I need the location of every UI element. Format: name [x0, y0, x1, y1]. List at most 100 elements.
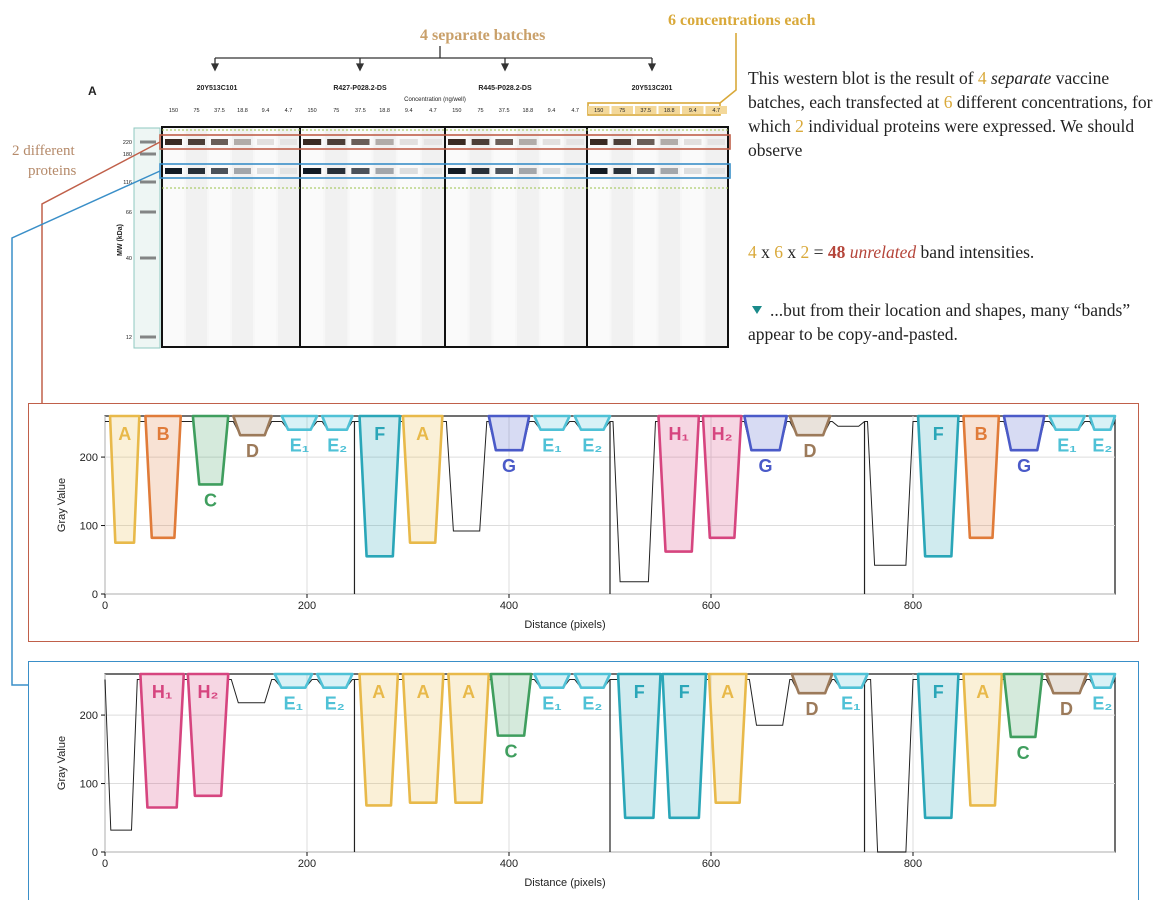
mw-markers: 220 180 116 66 40 12 [123, 140, 156, 341]
band-label: A [417, 682, 430, 702]
y-tick-label: 100 [80, 521, 98, 533]
concentration-label: 75 [193, 108, 199, 114]
band-mark [616, 672, 662, 820]
blot-band [423, 168, 442, 174]
band-label: A [721, 682, 734, 702]
x-tick-label: 400 [500, 858, 518, 870]
blot-band [519, 168, 537, 174]
x-axis-label: Distance (pixels) [524, 877, 605, 889]
x-tick-label: 400 [500, 600, 518, 612]
band-label: E₁ [542, 694, 561, 714]
band-mark [489, 672, 533, 737]
blot-lanes [163, 128, 727, 346]
concentration-highlight [611, 106, 633, 114]
concentration-highlight [705, 106, 727, 114]
blot-band [399, 139, 418, 145]
y-tick-label: 0 [92, 847, 98, 859]
upper-chart-panel: A B C D E₁ E₂ F A G E₁ E₂ H₁ H₂ G D F B G E₁ E₂ 0 200 400 600 80… [28, 403, 1139, 642]
band-label: B [975, 424, 988, 444]
band-label: E₂ [1092, 694, 1112, 714]
concentration-label: 37.5 [499, 108, 510, 114]
concentration-label: 37.5 [214, 108, 225, 114]
band-mark [962, 672, 1004, 807]
concentration-highlight [682, 106, 704, 114]
blot-band [234, 139, 251, 145]
panel-letter: A [88, 84, 97, 98]
blot-band [566, 139, 584, 145]
blot-band [448, 139, 466, 145]
band-mark [191, 414, 230, 486]
blot-lane [232, 128, 253, 346]
band-label: D [1060, 699, 1073, 719]
band-label: F [679, 682, 690, 702]
concentration-label: 9.4 [689, 108, 697, 114]
upper-profile-chart: A B C D E₁ E₂ F A G E₁ E₂ H₁ H₂ G D F B G E₁ E₂ 0 200 400 600 80… [56, 414, 1117, 631]
blot-band [375, 139, 394, 145]
mw-marker-label: 220 [123, 140, 132, 146]
lane-group-label: 20Y513C101 [197, 85, 238, 92]
band-mark [707, 672, 748, 805]
blot-band [542, 168, 561, 174]
blot-band [188, 168, 205, 174]
red-connector [41, 141, 161, 403]
concentration-highlight [658, 106, 680, 114]
band-mark [108, 414, 141, 544]
blot-band [707, 168, 725, 174]
blot-band [613, 168, 631, 174]
band-mark [1088, 672, 1117, 689]
x-axis-label: Distance (pixels) [524, 619, 605, 631]
x-tick-label: 800 [904, 600, 922, 612]
blot-lane [278, 128, 299, 346]
band-label: F [374, 424, 385, 444]
concentration-highlight [635, 106, 657, 114]
blot-lane [540, 128, 563, 346]
narrative-equation: 4 x 6 x 2 = 48 unrelated band intensitie… [748, 242, 1035, 262]
concentration-label: 9.4 [405, 108, 413, 114]
band-mark [401, 414, 444, 544]
mw-marker-band [140, 140, 156, 144]
band-label: E₂ [1092, 436, 1112, 456]
blot-band [211, 168, 228, 174]
y-axis-label: Gray Value [56, 478, 68, 532]
concentration-labels: 150 75 37.5 18.8 9.4 4.7 150 75 37.5 18.8 9.4 4.7 15… [169, 106, 727, 114]
band-label: D [246, 441, 259, 461]
band-mark [657, 414, 701, 553]
y-axis-label: Gray Value [56, 736, 68, 790]
band-label: A [976, 682, 989, 702]
blot-band [613, 139, 631, 145]
mw-axis-label: MW (kDa) [117, 224, 124, 256]
band-label: H₁ [668, 424, 688, 444]
blot-lane [635, 128, 657, 346]
band-label: E₂ [582, 436, 602, 456]
blot-band [327, 168, 346, 174]
blot-lane [564, 128, 586, 346]
band-label: E₁ [841, 694, 860, 714]
x-tick-label: 200 [298, 600, 316, 612]
band-mark [447, 672, 491, 805]
y-tick-label: 100 [80, 779, 98, 791]
blot-band [590, 139, 608, 145]
blot-band [495, 139, 513, 145]
band-mark [701, 414, 743, 540]
x-tick-label: 800 [904, 858, 922, 870]
blot-band [448, 168, 466, 174]
mw-marker-label: 180 [123, 152, 132, 158]
mw-marker-label: 12 [126, 335, 132, 341]
blot-lane [493, 128, 515, 346]
band-mark [1002, 414, 1046, 452]
concentration-label: 150 [452, 108, 461, 114]
lane-group-labels: 20Y513C101 R427-P028.2-DS R445-P028.2-DS… [197, 85, 673, 92]
concentrations-label: 6 concentrations each [668, 12, 816, 29]
blot-band [257, 168, 274, 174]
concentration-label: 150 [169, 108, 178, 114]
blot-lane [611, 128, 633, 346]
band-label: C [505, 742, 518, 762]
blot-lane [349, 128, 372, 346]
band-label: H₁ [152, 682, 172, 702]
blot-band [327, 139, 346, 145]
blot-band [684, 139, 702, 145]
blot-band [637, 139, 655, 145]
band-mark [280, 414, 319, 431]
blot-band [660, 139, 678, 145]
